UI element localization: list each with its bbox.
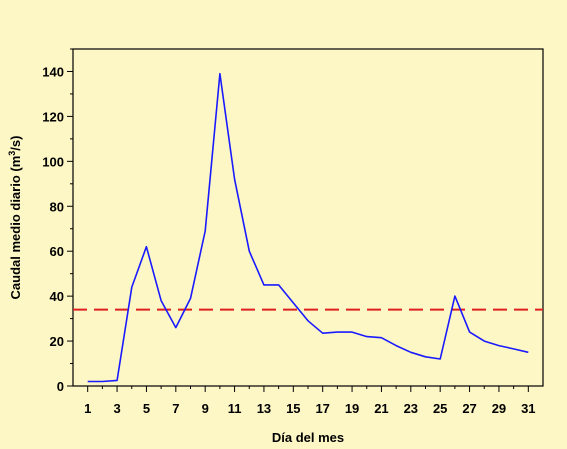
x-tick-label: 23 bbox=[404, 401, 418, 416]
x-axis-title: Día del mes bbox=[272, 430, 344, 445]
x-tick-label: 3 bbox=[113, 401, 120, 416]
y-axis-ticks: 0 20 40 60 80 100 120 140 bbox=[42, 48, 73, 394]
x-tick-label: 1 bbox=[84, 401, 91, 416]
y-tick-label: 0 bbox=[57, 379, 64, 394]
y-tick-label: 120 bbox=[42, 109, 64, 124]
x-tick-label: 25 bbox=[433, 401, 447, 416]
x-tick-label: 15 bbox=[286, 401, 300, 416]
y-axis-title-end: /s) bbox=[8, 136, 23, 151]
x-axis-ticks: 1 3 5 7 9 11 13 15 17 19 21 23 25 27 29 31 bbox=[84, 386, 536, 416]
y-axis-title-main: Caudal medio diario (m bbox=[8, 156, 23, 300]
x-tick-label: 13 bbox=[257, 401, 271, 416]
x-tick-label: 27 bbox=[462, 401, 476, 416]
x-tick-label: 11 bbox=[228, 401, 242, 416]
y-axis-title: Caudal medio diario (m3/s) bbox=[7, 136, 23, 300]
y-tick-label: 20 bbox=[50, 334, 64, 349]
x-tick-label: 19 bbox=[345, 401, 359, 416]
x-tick-label: 7 bbox=[172, 401, 179, 416]
x-tick-label: 31 bbox=[521, 401, 535, 416]
x-tick-label: 21 bbox=[374, 401, 388, 416]
y-tick-label: 100 bbox=[42, 154, 64, 169]
x-tick-label: 17 bbox=[315, 401, 329, 416]
y-axis-title-superscript: 3 bbox=[7, 151, 17, 156]
y-tick-label: 40 bbox=[50, 289, 64, 304]
x-tick-label: 9 bbox=[202, 401, 209, 416]
series-line bbox=[87, 72, 529, 383]
y-tick-label: 80 bbox=[50, 199, 64, 214]
y-tick-label: 140 bbox=[42, 64, 64, 79]
x-tick-label: 5 bbox=[143, 401, 150, 416]
x-tick-label: 29 bbox=[492, 401, 506, 416]
y-tick-label: 60 bbox=[50, 244, 64, 259]
